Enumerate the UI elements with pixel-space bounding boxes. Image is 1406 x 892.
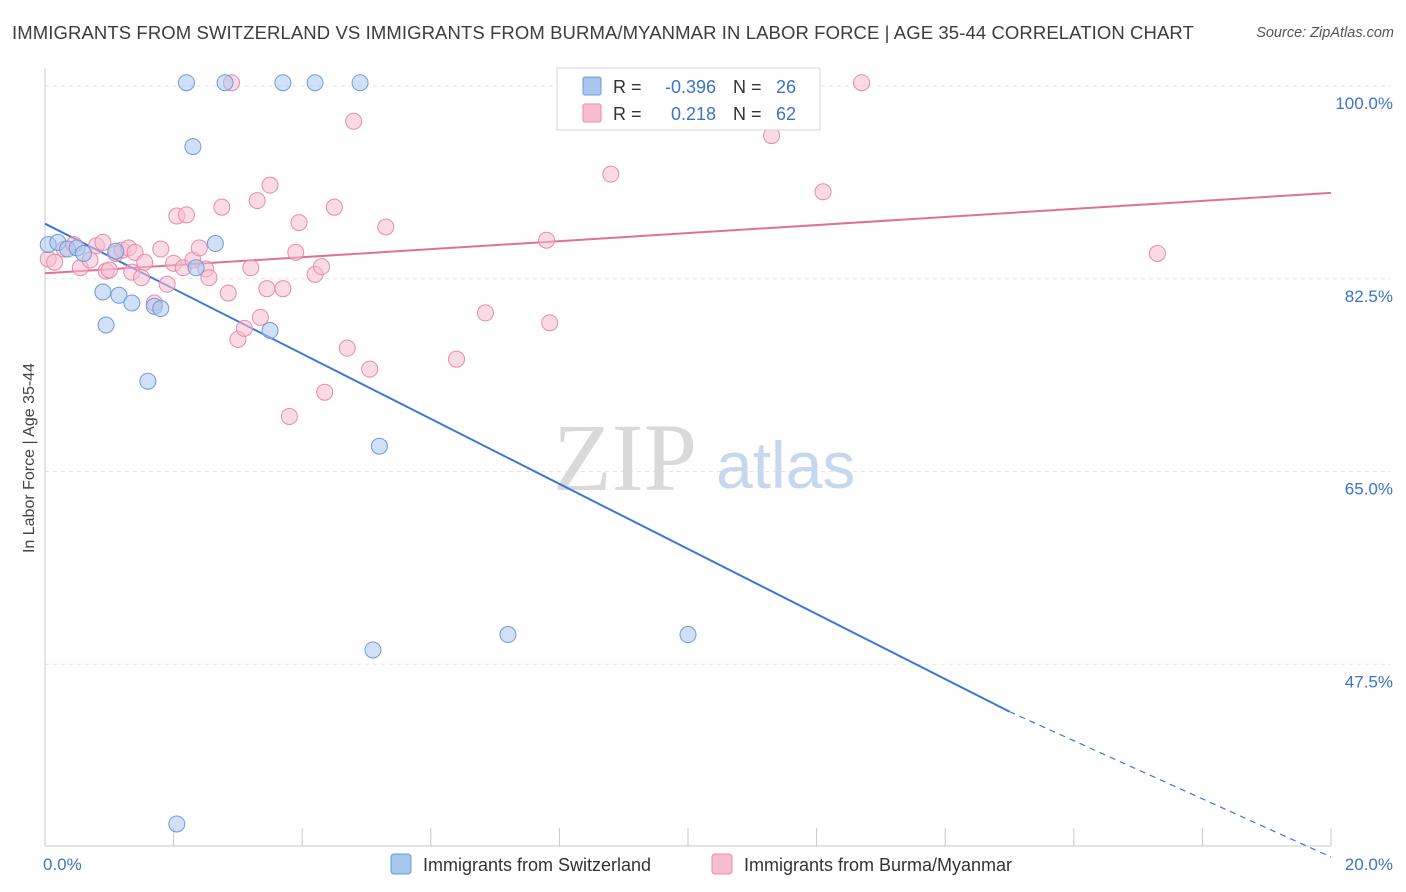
swiss-point-4 <box>75 244 93 262</box>
burma-point-7 <box>94 233 112 251</box>
burma-point-34 <box>251 308 269 326</box>
swiss-point-9 <box>123 294 141 312</box>
swiss-point-22 <box>351 74 369 92</box>
burma-point-27 <box>200 269 218 287</box>
points-burma <box>39 74 1166 425</box>
x-tick-labels: 0.0% 20.0% <box>43 855 1393 874</box>
legend-swatch-switzerland <box>390 853 412 875</box>
burma-point-9 <box>100 261 118 279</box>
stats-r-label-switzerland: R = <box>613 77 642 97</box>
stats-n-label-burma: N = <box>733 104 762 124</box>
stats-r-label-burma: R = <box>613 104 642 124</box>
burma-point-52 <box>541 314 559 332</box>
swiss-point-17 <box>184 138 202 156</box>
x-tick-label-0: 0.0% <box>43 855 82 874</box>
burma-point-31 <box>235 319 253 337</box>
burma-point-47 <box>361 360 379 378</box>
burma-point-25 <box>190 239 208 257</box>
y-tick-label-3: 100.0% <box>1335 94 1393 113</box>
watermark-atlas: atlas <box>716 428 855 502</box>
swiss-point-5 <box>107 242 125 260</box>
source-label: Source: ZipAtlas.com <box>1256 25 1394 41</box>
stats-n-value-burma: 62 <box>776 104 796 124</box>
swiss-point-16 <box>370 437 388 455</box>
burma-point-39 <box>287 243 305 261</box>
burma-point-16 <box>136 253 154 271</box>
burma-point-15 <box>132 269 150 287</box>
burma-point-19 <box>158 275 176 293</box>
trend-line-switzerland <box>44 222 1332 858</box>
burma-point-56 <box>814 183 832 201</box>
trend-line-switzerland-dashed <box>1009 711 1332 858</box>
burma-point-29 <box>219 284 237 302</box>
trend-line-burma <box>44 191 1332 275</box>
x-tick-label-1: 20.0% <box>1345 855 1393 874</box>
swiss-point-11 <box>152 300 170 318</box>
burma-point-35 <box>258 280 276 298</box>
burma-point-45 <box>338 339 356 357</box>
y-tick-label-2: 82.5% <box>1345 287 1393 306</box>
stats-swatch-switzerland <box>582 76 602 96</box>
swiss-point-21 <box>306 74 324 92</box>
swiss-point-18 <box>177 74 195 92</box>
stats-box: R = -0.396 N = 26 R = 0.218 N = 62 <box>556 67 821 131</box>
burma-point-32 <box>242 259 260 277</box>
burma-point-57 <box>853 74 871 92</box>
burma-point-1 <box>46 253 64 271</box>
swiss-point-24 <box>679 626 697 644</box>
swiss-point-12 <box>97 316 115 334</box>
swiss-point-15 <box>139 372 157 390</box>
burma-point-37 <box>274 280 292 298</box>
watermark-zip: ZIP <box>553 404 697 511</box>
burma-point-51 <box>538 231 556 249</box>
burma-point-38 <box>280 407 298 425</box>
y-axis-label: In Labor Force | Age 35-44 <box>21 363 38 553</box>
burma-point-36 <box>261 176 279 194</box>
burma-point-53 <box>602 165 620 183</box>
stats-swatch-burma <box>582 103 602 123</box>
legend-label-switzerland: Immigrants from Switzerland <box>423 855 651 875</box>
swiss-point-13 <box>187 259 205 277</box>
burma-point-42 <box>312 258 330 276</box>
swiss-point-7 <box>110 286 128 304</box>
y-tick-label-0: 47.5% <box>1345 672 1393 691</box>
burma-point-58 <box>1148 244 1166 262</box>
y-tick-label-1: 65.0% <box>1345 480 1393 499</box>
swiss-point-23 <box>499 626 517 644</box>
swiss-point-14 <box>261 322 279 340</box>
burma-point-50 <box>476 304 494 322</box>
burma-point-28 <box>213 198 231 216</box>
burma-point-33 <box>248 192 266 210</box>
legend-swatch-burma <box>711 853 733 875</box>
burma-point-44 <box>325 198 343 216</box>
burma-point-40 <box>290 214 308 232</box>
swiss-point-26 <box>168 815 186 833</box>
swiss-point-19 <box>216 74 234 92</box>
y-tick-labels: 47.5% 65.0% 82.5% 100.0% <box>1335 94 1393 691</box>
burma-point-48 <box>377 218 395 236</box>
stats-r-value-switzerland: -0.396 <box>665 77 716 97</box>
chart-title: IMMIGRANTS FROM SWITZERLAND VS IMMIGRANT… <box>12 22 1194 43</box>
swiss-point-8 <box>94 283 112 301</box>
stats-n-value-switzerland: 26 <box>776 77 796 97</box>
legend-label-burma: Immigrants from Burma/Myanmar <box>744 855 1012 875</box>
swiss-point-6 <box>206 235 224 253</box>
swiss-point-25 <box>364 641 382 659</box>
burma-point-46 <box>345 112 363 130</box>
burma-point-49 <box>448 350 466 368</box>
stats-n-label-switzerland: N = <box>733 77 762 97</box>
trend-line-burma-solid <box>44 191 1332 275</box>
stats-r-value-burma: 0.218 <box>671 104 716 124</box>
points-switzerland <box>39 74 697 833</box>
burma-point-18 <box>152 240 170 258</box>
burma-point-23 <box>177 206 195 224</box>
trend-line-switzerland-solid <box>44 222 1010 713</box>
watermark: ZIP atlas <box>553 404 855 511</box>
burma-point-43 <box>316 383 334 401</box>
grid-lines <box>45 85 1391 665</box>
swiss-point-20 <box>274 74 292 92</box>
legend: Immigrants from Switzerland Immigrants f… <box>390 853 1012 875</box>
